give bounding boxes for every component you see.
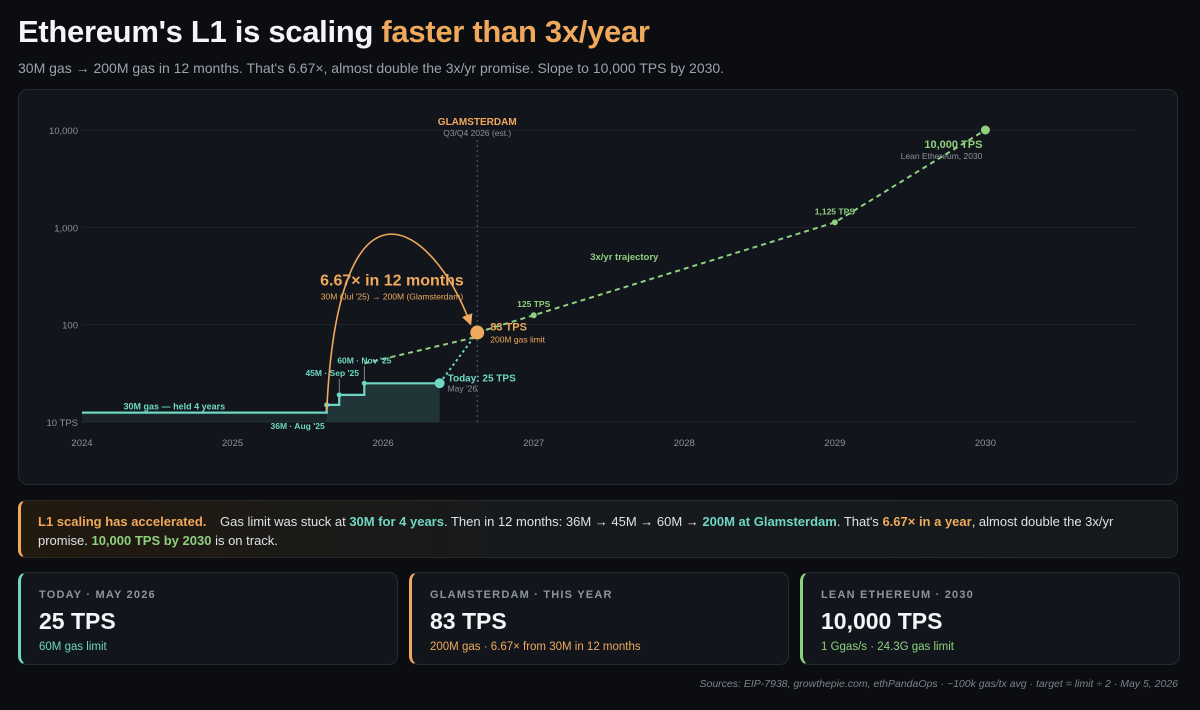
glamsterdam-point-label: 83 TPS: [490, 322, 527, 334]
trajectory-label-125: 125 TPS: [517, 299, 550, 309]
held-band: [82, 412, 327, 422]
title-main: Ethereum's L1 is scaling: [18, 14, 382, 49]
y-tick-label: 100: [62, 321, 78, 332]
callout-highlight-667x: 6.67× in a year: [882, 514, 972, 529]
trajectory-point-1125: [831, 219, 838, 226]
step-label-aug: 36M · Aug '25: [271, 421, 325, 431]
x-tick-label: 2029: [824, 438, 845, 449]
callout-text-3: . That's: [836, 514, 883, 529]
step-label-sep: 45M · Sep '25: [305, 368, 359, 378]
y-tick-label: 1,000: [54, 223, 78, 234]
stat-card-glamsterdam: GLAMSTERDAM · THIS YEAR 83 TPS 200M gas …: [409, 572, 789, 665]
lean-sublabel: Lean Ethereum, 2030: [901, 151, 983, 161]
callout-highlight-30m: 30M for 4 years: [349, 514, 444, 529]
callout-text-5: is on track.: [211, 533, 278, 548]
stat-label-today: TODAY · MAY 2026: [39, 589, 156, 601]
today-label: Today: 25 TPS: [448, 373, 516, 384]
stat-sub-today: 60M gas limit: [39, 641, 107, 653]
lean-point: [980, 125, 990, 135]
step-label-nov: 60M · Nov '25: [337, 355, 391, 365]
callout-text-2: . Then in 12 months: 36M → 45M → 60M →: [443, 514, 703, 529]
x-tick-label: 2025: [222, 438, 243, 449]
history-area: [326, 383, 440, 422]
today-point: [434, 378, 445, 389]
held-label: 30M gas — held 4 years: [124, 402, 226, 412]
x-tick-label: 2027: [523, 438, 544, 449]
step-marker: [336, 392, 342, 398]
x-tick-label: 2028: [674, 438, 695, 449]
growth-title: 6.67× in 12 months: [320, 273, 464, 290]
page-subtitle: 30M gas → 200M gas in 12 months. That's …: [18, 60, 725, 76]
glamsterdam-date-label: Q3/Q4 2026 (est.): [443, 128, 511, 138]
stat-card-today: TODAY · MAY 2026 25 TPS 60M gas limit: [18, 572, 398, 665]
stat-card-lean: LEAN ETHEREUM · 2030 10,000 TPS 1 Ggas/s…: [800, 572, 1180, 665]
callout-text-4: , almost double the 3x/yr promise.: [38, 514, 1114, 548]
trajectory-label-1125: 1,125 TPS: [815, 206, 855, 216]
y-tick-label: 10 TPS: [46, 418, 78, 429]
stat-label-lean: LEAN ETHEREUM · 2030: [821, 589, 974, 601]
tps-chart: 10 TPS 100 1,000 10,000 2024 2025 2026 2027 2028…: [46, 117, 1136, 449]
glamsterdam-point-sublabel: 200M gas limit: [490, 335, 545, 345]
stat-sub-glamsterdam: 200M gas · 6.67× from 30M in 12 months: [430, 641, 641, 653]
trajectory-line: [477, 129, 986, 334]
page-title: Ethereum's L1 is scaling faster than 3x/…: [18, 14, 650, 50]
lean-label: 10,000 TPS: [924, 139, 982, 151]
trajectory-point-125: [530, 312, 537, 319]
step-marker: [361, 380, 367, 386]
sources-footnote: Sources: EIP-7938, growthepie.com, ethPa…: [699, 678, 1178, 690]
prior-trend-line: [364, 335, 478, 365]
x-tick-label: 2026: [373, 438, 394, 449]
glamsterdam-label: GLAMSTERDAM: [438, 117, 517, 128]
stat-value-today: 25 TPS: [39, 608, 116, 634]
insight-callout: L1 scaling has accelerated. Gas limit wa…: [18, 500, 1178, 558]
callout-highlight-200m: 200M at Glamsterdam: [702, 514, 837, 529]
callout-text-1: Gas limit was stuck at: [220, 514, 350, 529]
growth-subtitle: 30M (Jul '25) → 200M (Glamsterdam): [321, 292, 464, 302]
chart-card: 10 TPS 100 1,000 10,000 2024 2025 2026 2027 2028…: [18, 89, 1178, 485]
x-tick-label: 2024: [71, 438, 92, 449]
trajectory-name-label: 3x/yr trajectory: [590, 252, 659, 263]
stat-label-glamsterdam: GLAMSTERDAM · THIS YEAR: [430, 589, 613, 601]
stat-value-lean: 10,000 TPS: [821, 608, 943, 634]
stat-value-glamsterdam: 83 TPS: [430, 608, 507, 634]
title-accent: faster than 3x/year: [381, 14, 650, 49]
y-tick-label: 10,000: [49, 126, 78, 137]
callout-highlight-10000tps: 10,000 TPS by 2030: [91, 533, 212, 548]
callout-lead: L1 scaling has accelerated.: [38, 514, 207, 529]
stat-sub-lean: 1 Ggas/s · 24.3G gas limit: [821, 641, 954, 653]
today-date-label: May '26: [448, 383, 478, 393]
glamsterdam-point: [470, 325, 485, 340]
x-tick-label: 2030: [975, 438, 996, 449]
growth-arrow: [325, 233, 473, 411]
